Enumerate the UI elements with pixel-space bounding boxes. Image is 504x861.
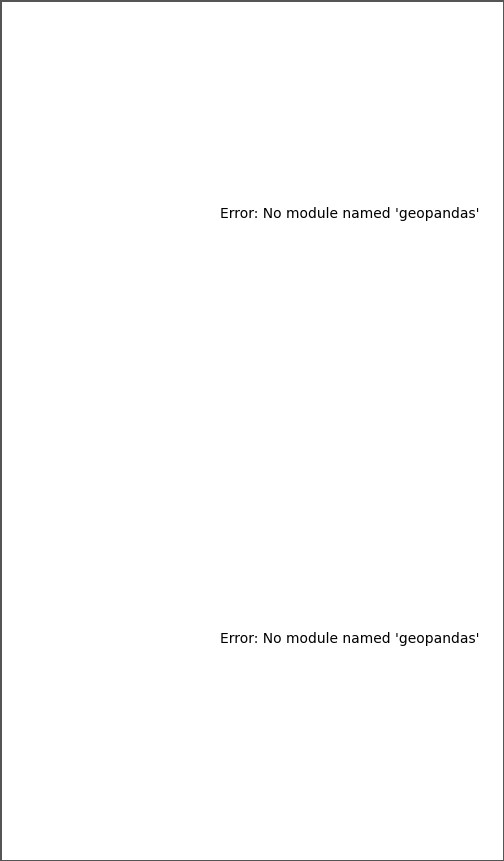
Text: Error: No module named 'geopandas': Error: No module named 'geopandas' [220,207,479,220]
Text: Error: No module named 'geopandas': Error: No module named 'geopandas' [220,632,479,647]
